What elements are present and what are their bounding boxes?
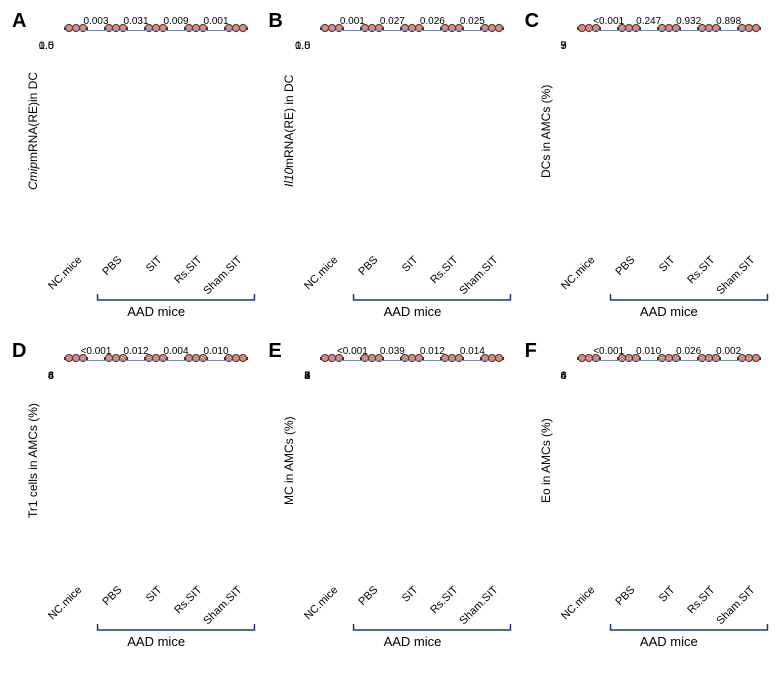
x-tick-label: SIT [657,254,678,275]
x-tick-label: SIT [400,584,421,605]
p-value-label: 0.025 [460,16,485,27]
x-axis-label: AAD mice [569,304,769,319]
x-tick-label: PBS [357,254,381,278]
data-point [495,354,503,362]
data-point [239,354,247,362]
x-tick-label: SIT [144,584,165,605]
x-tick-label: SIT [144,254,165,275]
x-tick-label: NC.mice [46,254,84,292]
x-tick-label: NC.mice [303,254,341,292]
panel-A: ACmip mRNA(RE)in DC0.51.00.0030.0310.009… [10,10,256,320]
x-tick-label: NC.mice [559,254,597,292]
panel-label: E [268,340,281,363]
x-tick-label: Sham.SIT [714,584,757,627]
aad-bracket [312,624,512,634]
x-axis-label: AAD mice [312,634,512,649]
x-tick-label: Rs.SIT [429,584,461,616]
data-point [752,354,760,362]
aad-bracket [569,624,769,634]
x-tick-label: Rs.SIT [685,254,717,286]
x-tick-label: Sham.SIT [201,584,244,627]
data-point [239,24,247,32]
panel-label: B [268,10,282,33]
p-value-label: <0.001 [593,346,624,357]
p-value-label: <0.001 [593,16,624,27]
aad-bracket [569,294,769,304]
x-tick-label: SIT [400,254,421,275]
x-tick-label: NC.mice [559,584,597,622]
x-tick-label: PBS [357,584,381,608]
p-value-label: 0.012 [420,346,445,357]
x-tick-label: NC.mice [46,584,84,622]
panel-B: BIl10 mRNA(RE) in DC0.51.00.0010.0260.02… [266,10,512,320]
x-tick-label: Rs.SIT [429,254,461,286]
p-value-label: 0.003 [83,16,108,27]
y-tick-label: 8 [28,370,54,382]
p-value-label: 0.026 [420,16,445,27]
p-value-label: 0.031 [123,16,148,27]
x-tick-label: Rs.SIT [172,584,204,616]
panel-label: D [12,340,26,363]
panel-D: DTr1 cells in AMCs (%)468<0.0010.0120.00… [10,340,256,650]
panel-F: FEo in AMCs (%)468<0.0010.0260.0100.002N… [523,340,769,650]
x-tick-label: Sham.SIT [714,254,757,297]
aad-bracket [56,294,256,304]
p-value-label: 0.001 [203,16,228,27]
p-value-label: 0.010 [636,346,661,357]
p-value-label: 0.012 [123,346,148,357]
y-tick-label: 1.0 [284,40,310,52]
x-tick-label: PBS [613,584,637,608]
x-tick-label: Sham.SIT [201,254,244,297]
x-axis-label: AAD mice [56,304,256,319]
p-value-label: 0.932 [676,16,701,27]
panel-E: EMC in AMCs (%)234567<0.0010.0390.0120.0… [266,340,512,650]
panel-label: A [12,10,26,33]
data-point [495,24,503,32]
x-tick-label: PBS [100,584,124,608]
y-tick-label: 8 [541,370,567,382]
x-axis-label: AAD mice [56,634,256,649]
x-axis-label: AAD mice [312,304,512,319]
p-value-label: 0.247 [636,16,661,27]
data-point [752,24,760,32]
p-value-label: 0.009 [163,16,188,27]
p-value-label: <0.001 [81,346,112,357]
p-value-label: 0.898 [716,16,741,27]
p-value-label: 0.002 [716,346,741,357]
panel-C: CDCs in AMCs (%)579<0.0010.9320.2470.898… [523,10,769,320]
aad-bracket [312,294,512,304]
x-tick-label: SIT [657,584,678,605]
y-tick-label: 9 [541,40,567,52]
panel-label: F [525,340,537,363]
panel-label: C [525,10,539,33]
x-tick-label: Rs.SIT [685,584,717,616]
p-value-label: 0.004 [163,346,188,357]
p-value-label: 0.026 [676,346,701,357]
x-tick-label: Rs.SIT [172,254,204,286]
p-value-label: 0.010 [203,346,228,357]
p-value-label: 0.039 [380,346,405,357]
x-tick-label: Sham.SIT [458,584,501,627]
p-value-label: 0.001 [340,16,365,27]
y-tick-label: 7 [284,370,310,382]
x-tick-label: PBS [100,254,124,278]
p-value-label: <0.001 [337,346,368,357]
p-value-label: 0.027 [380,16,405,27]
figure-grid: ACmip mRNA(RE)in DC0.51.00.0030.0310.009… [10,10,769,650]
x-tick-label: PBS [613,254,637,278]
x-tick-label: NC.mice [303,584,341,622]
y-tick-label: 1.0 [28,40,54,52]
aad-bracket [56,624,256,634]
x-axis-label: AAD mice [569,634,769,649]
x-tick-label: Sham.SIT [458,254,501,297]
p-value-label: 0.014 [460,346,485,357]
